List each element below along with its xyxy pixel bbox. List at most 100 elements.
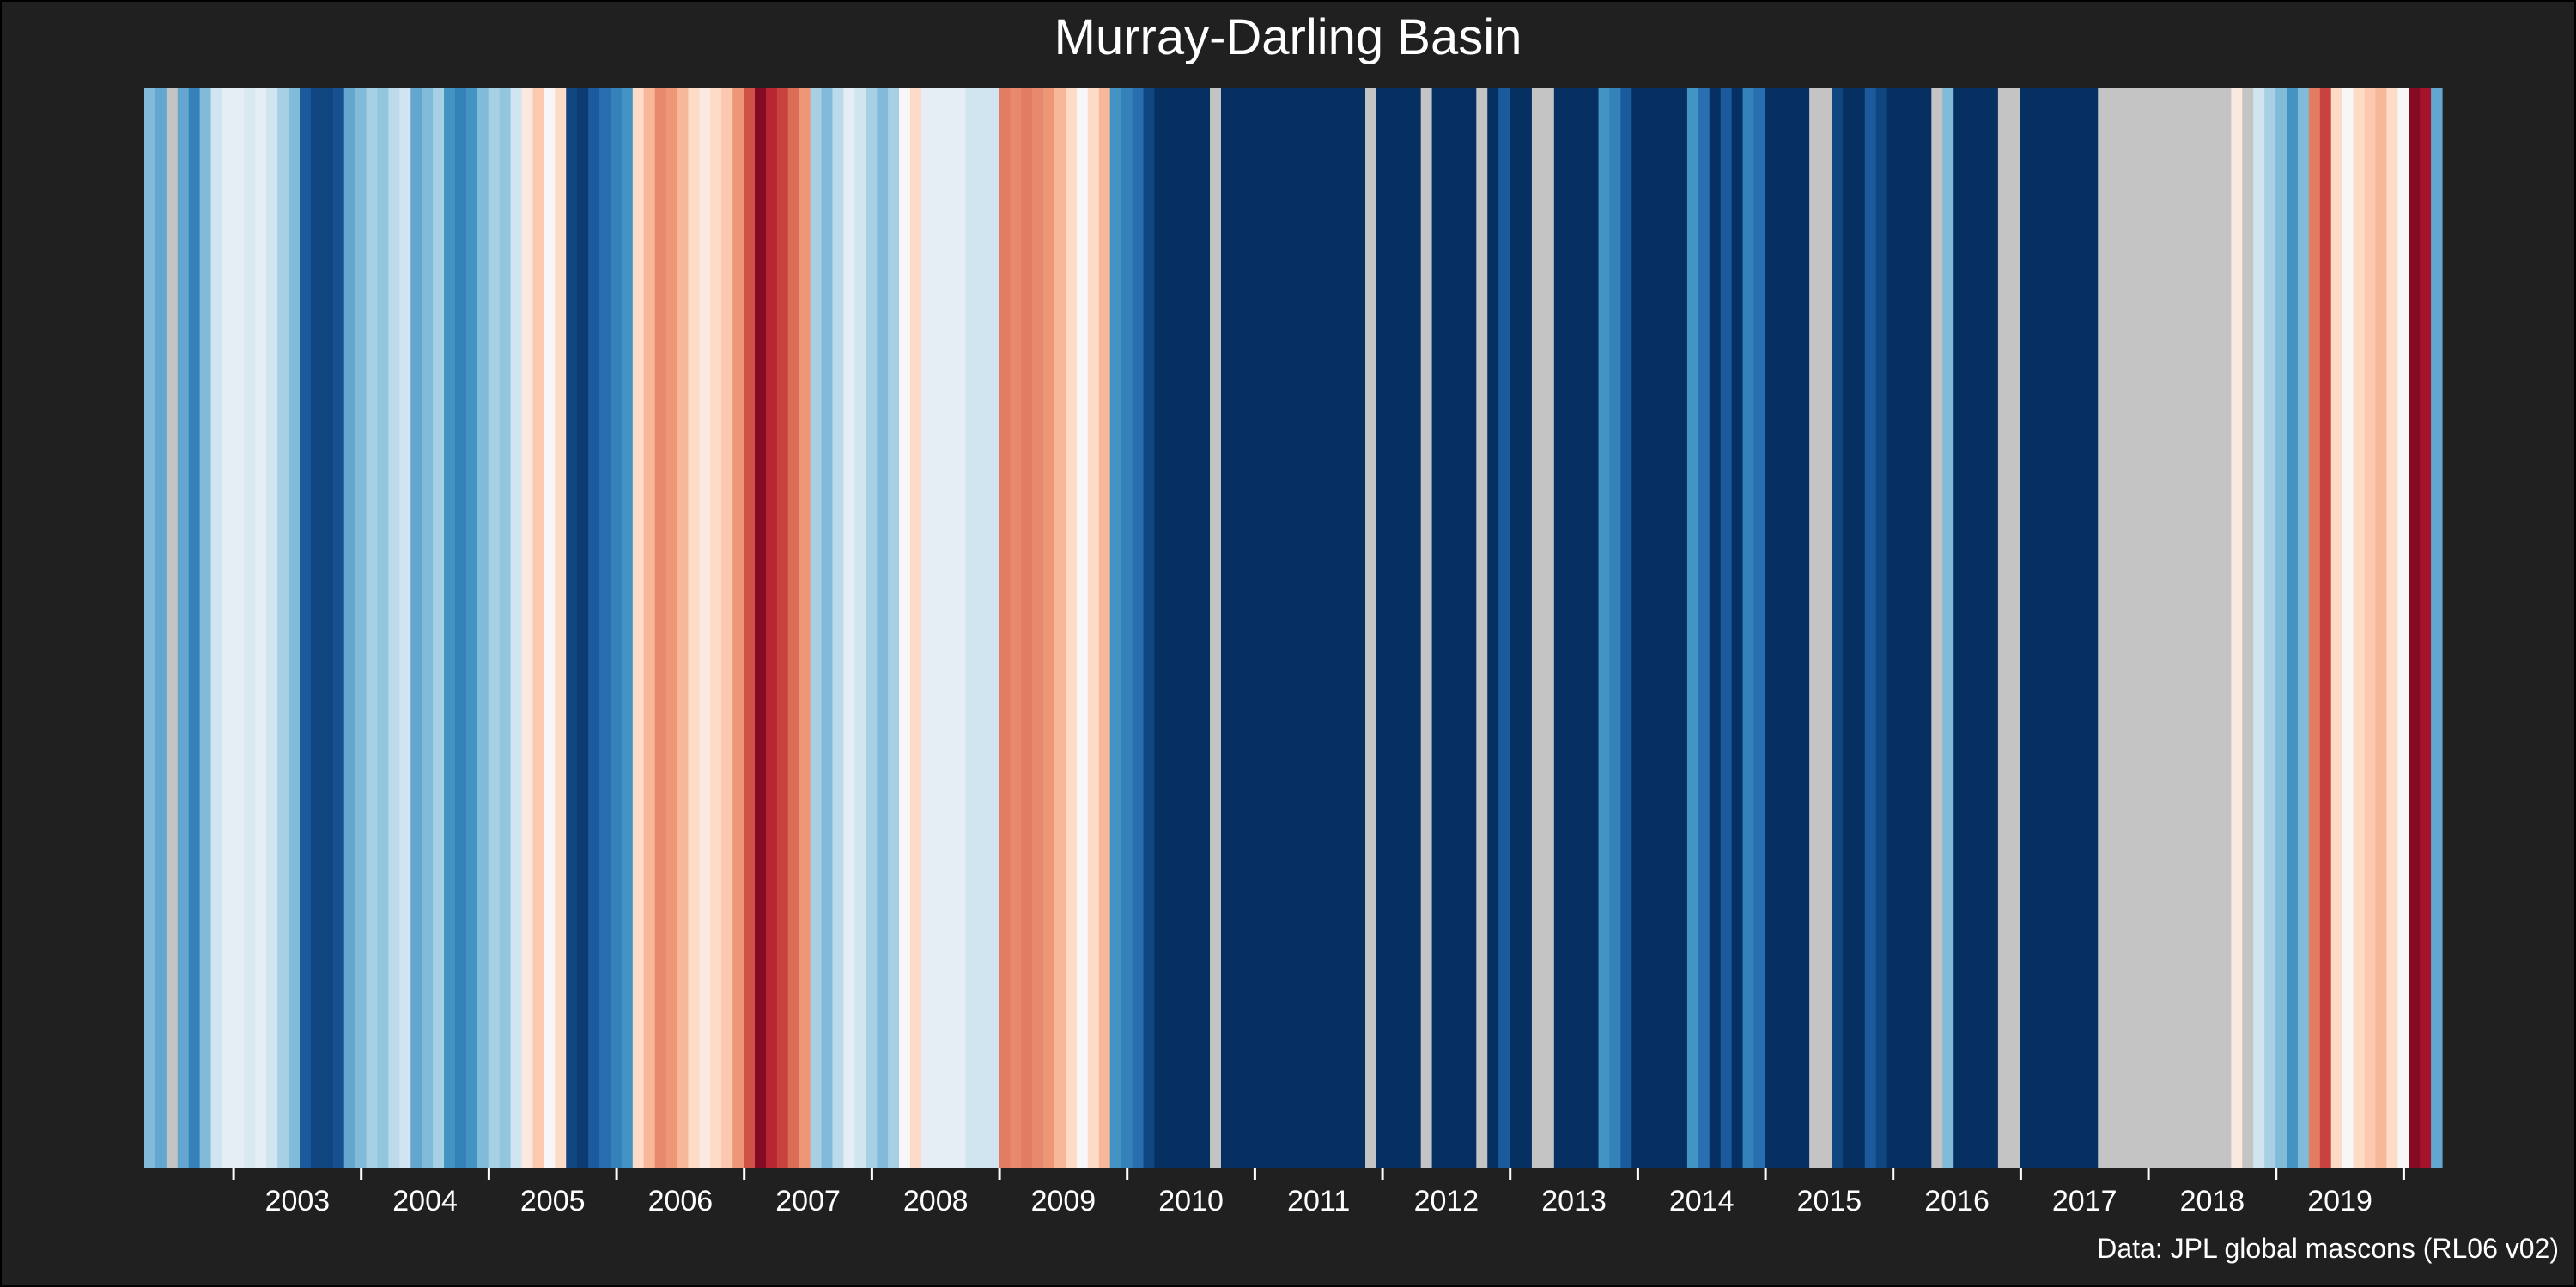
stripe bbox=[177, 88, 190, 1168]
stripe bbox=[1909, 88, 1922, 1168]
stripe bbox=[1199, 88, 1211, 1168]
stripe bbox=[1875, 88, 1888, 1168]
stripe bbox=[488, 88, 501, 1168]
stripe bbox=[710, 88, 722, 1168]
stripe bbox=[1220, 88, 1233, 1168]
stripe bbox=[920, 88, 933, 1168]
stripe bbox=[799, 88, 811, 1168]
stripe bbox=[332, 88, 345, 1168]
stripe bbox=[1076, 88, 1089, 1168]
stripe bbox=[465, 88, 478, 1168]
stripe bbox=[1431, 88, 1444, 1168]
stripe bbox=[2109, 88, 2121, 1168]
x-tick-label: 2003 bbox=[265, 1185, 331, 1217]
stripe bbox=[910, 88, 922, 1168]
stripe bbox=[866, 88, 878, 1168]
stripe bbox=[2197, 88, 2210, 1168]
stripe bbox=[1210, 88, 1222, 1168]
stripe bbox=[1132, 88, 1145, 1168]
stripe bbox=[1454, 88, 1466, 1168]
stripe bbox=[610, 88, 623, 1168]
stripe bbox=[377, 88, 390, 1168]
stripe bbox=[1654, 88, 1666, 1168]
stripe bbox=[399, 88, 411, 1168]
stripe bbox=[1376, 88, 1388, 1168]
stripe bbox=[343, 88, 356, 1168]
stripe bbox=[1643, 88, 1655, 1168]
stripe bbox=[2131, 88, 2143, 1168]
stripe bbox=[2253, 88, 2265, 1168]
stripe bbox=[532, 88, 544, 1168]
chart-title: Murray-Darling Basin bbox=[1054, 9, 1522, 65]
stripe bbox=[1298, 88, 1310, 1168]
stripe bbox=[1087, 88, 1100, 1168]
stripe bbox=[1309, 88, 1321, 1168]
stripe bbox=[410, 88, 422, 1168]
stripe bbox=[1521, 88, 1533, 1168]
stripe bbox=[1742, 88, 1755, 1168]
stripe bbox=[1098, 88, 1111, 1168]
stripe bbox=[1809, 88, 1821, 1168]
stripes-group bbox=[144, 88, 2443, 1168]
stripe bbox=[677, 88, 690, 1168]
stripe bbox=[2220, 88, 2232, 1168]
stripe bbox=[2087, 88, 2099, 1168]
stripe bbox=[1676, 88, 1688, 1168]
stripe bbox=[2319, 88, 2332, 1168]
stripe bbox=[422, 88, 434, 1168]
stripe bbox=[499, 88, 512, 1168]
stripe bbox=[1886, 88, 1899, 1168]
stripe bbox=[2420, 88, 2432, 1168]
stripe bbox=[310, 88, 323, 1168]
stripe bbox=[1864, 88, 1877, 1168]
stripe bbox=[1054, 88, 1066, 1168]
source-note: Data: JPL global mascons (RL06 v02) bbox=[2097, 1233, 2559, 1264]
x-tick-label: 2009 bbox=[1031, 1185, 1097, 1217]
stripe bbox=[1542, 88, 1555, 1168]
stripe bbox=[277, 88, 289, 1168]
stripe bbox=[1765, 88, 1777, 1168]
stripe bbox=[1254, 88, 1267, 1168]
x-tick-label: 2016 bbox=[1924, 1185, 1990, 1217]
x-tick-label: 2010 bbox=[1158, 1185, 1224, 1217]
stripe bbox=[210, 88, 223, 1168]
stripe bbox=[1443, 88, 1455, 1168]
stripe bbox=[2064, 88, 2076, 1168]
stripe bbox=[1709, 88, 1722, 1168]
stripe bbox=[688, 88, 700, 1168]
stripe bbox=[632, 88, 645, 1168]
stripe bbox=[699, 88, 711, 1168]
stripe bbox=[388, 88, 400, 1168]
stripe bbox=[355, 88, 368, 1168]
x-tick-label: 2015 bbox=[1797, 1185, 1862, 1217]
x-tick-label: 2012 bbox=[1414, 1185, 1479, 1217]
stripe bbox=[1831, 88, 1844, 1168]
stripe bbox=[2342, 88, 2354, 1168]
stripe bbox=[1898, 88, 1911, 1168]
stripe bbox=[999, 88, 1011, 1168]
stripe bbox=[1598, 88, 1611, 1168]
stripe bbox=[2330, 88, 2343, 1168]
stripe bbox=[1398, 88, 1411, 1168]
stripe bbox=[588, 88, 600, 1168]
stripe bbox=[2042, 88, 2055, 1168]
stripe bbox=[1753, 88, 1766, 1168]
stripe bbox=[2142, 88, 2154, 1168]
stripe bbox=[2264, 88, 2276, 1168]
stripe bbox=[266, 88, 278, 1168]
x-axis: 2003 2004 2005 2006 2007 2008 2009 2010 2011 2012… bbox=[232, 1168, 2405, 1217]
x-tick-label: 2018 bbox=[2180, 1185, 2245, 1217]
x-tick-label: 2011 bbox=[1287, 1185, 1350, 1217]
stripe bbox=[832, 88, 845, 1168]
stripe bbox=[2275, 88, 2287, 1168]
stripe bbox=[1287, 88, 1300, 1168]
stripe bbox=[643, 88, 656, 1168]
stripe bbox=[2175, 88, 2188, 1168]
stripe bbox=[1365, 88, 1377, 1168]
x-tick-label: 2004 bbox=[392, 1185, 458, 1217]
stripe bbox=[2242, 88, 2254, 1168]
stripe bbox=[765, 88, 778, 1168]
stripe bbox=[1986, 88, 1999, 1168]
stripe bbox=[987, 88, 1000, 1168]
